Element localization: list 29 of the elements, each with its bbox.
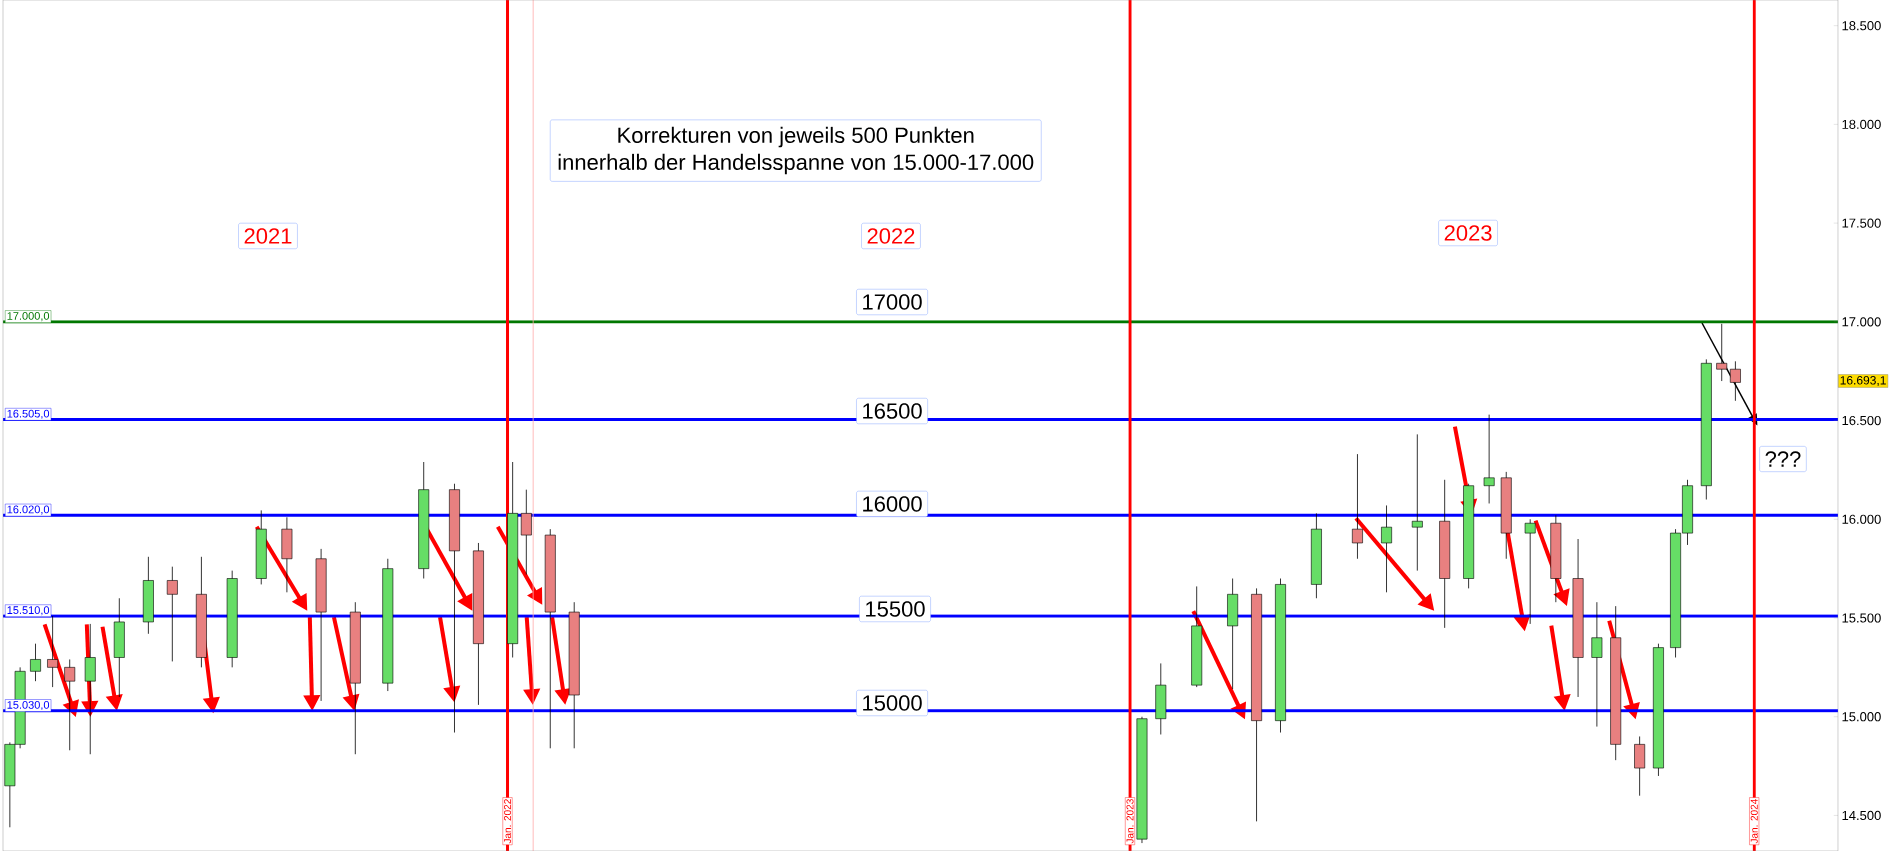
text: 16.693,1 — [1840, 376, 1886, 386]
ref-line-label: 16.505,0 — [7, 409, 50, 419]
y-tick-label: 18.500 — [1842, 21, 1881, 31]
ref-line-label: 17.000,0 — [7, 312, 50, 322]
annotation: 15500 — [866, 601, 925, 617]
y-tick-label: 15.000 — [1842, 712, 1881, 722]
text: innerhalb der Handelsspanne von 15.000-17.000 — [558, 153, 1034, 175]
x-tick-label: Jan. 2022 — [503, 799, 512, 844]
ref-line-label: 16.020,0 — [7, 505, 50, 515]
ref-line-label: 15.510,0 — [7, 606, 50, 616]
y-tick-label: 14.500 — [1842, 810, 1881, 821]
annotation: ??? — [1765, 451, 1801, 467]
annotation: 2023 — [1444, 225, 1492, 241]
text: Korrekturen von jeweils 500 Punkten — [618, 126, 974, 148]
y-tick-label: 18.000 — [1842, 119, 1881, 129]
y-tick-label: 16.500 — [1842, 415, 1881, 426]
x-tick-label: Jan. 2024 — [1750, 799, 1758, 844]
x-tick-label: Jan. 2023 — [1126, 799, 1134, 844]
y-tick-label: 17.000 — [1842, 317, 1881, 327]
y-tick-label: 17.500 — [1842, 218, 1881, 228]
annotation: 15000 — [863, 695, 922, 711]
annotation: 17000 — [863, 294, 922, 310]
annotation: 2022 — [867, 228, 915, 244]
annotation: 2021 — [244, 228, 292, 244]
annotation: 16000 — [863, 496, 922, 512]
annotation: 16500 — [863, 403, 922, 419]
ref-line-label: 15.030,0 — [7, 701, 50, 711]
y-tick-label: 16.000 — [1842, 514, 1881, 524]
y-tick-label: 15.500 — [1842, 613, 1881, 623]
